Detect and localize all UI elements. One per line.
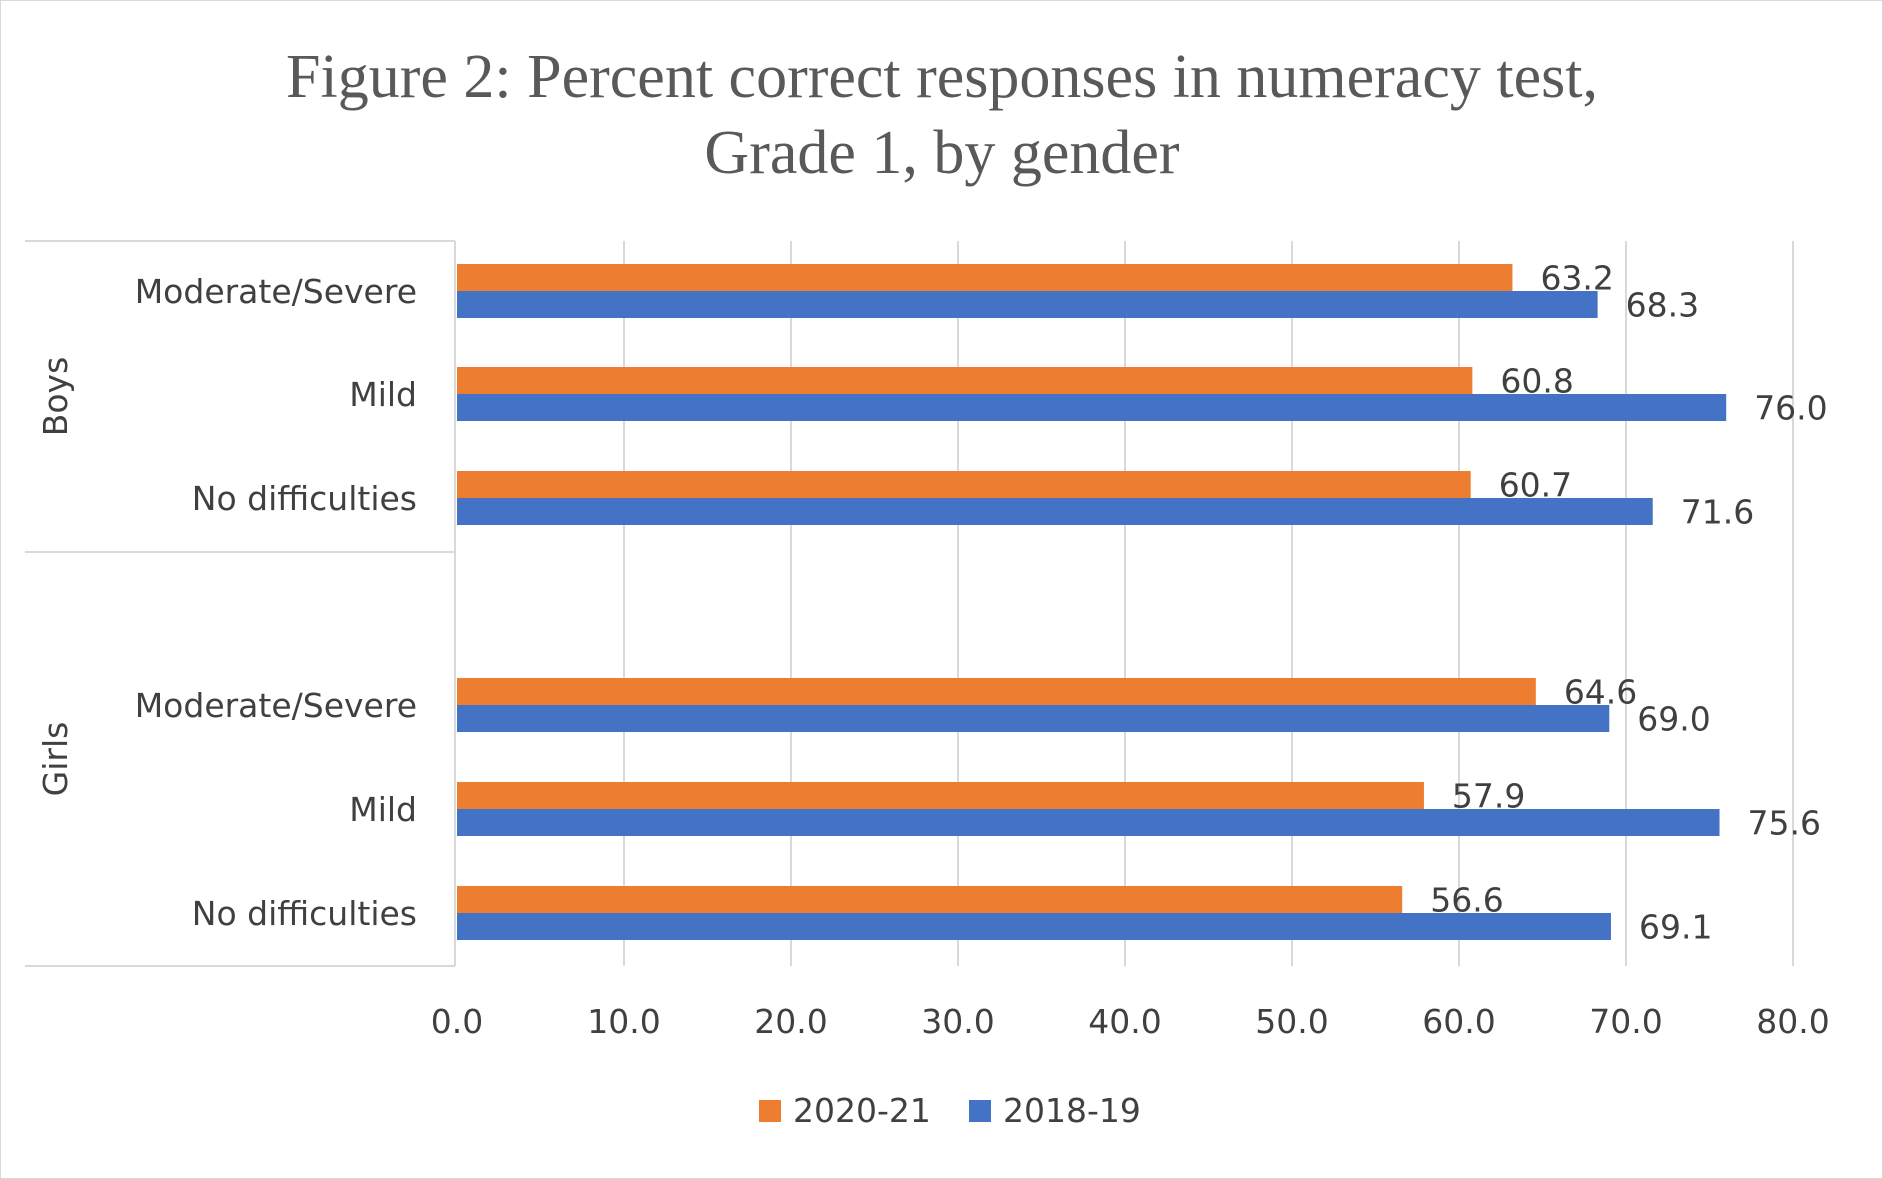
bar-2020-21: [457, 678, 1536, 705]
data-label: 69.0: [1637, 700, 1710, 739]
x-tick-label: 20.0: [754, 1002, 827, 1041]
x-tick-label: 60.0: [1422, 1002, 1495, 1041]
bar-2018-19: [457, 809, 1720, 836]
data-label: 75.6: [1748, 804, 1821, 843]
x-axis-ticks: 0.0 10.0 20.0 30.0 40.0 50.0 60.0 70.0 80.0: [431, 1002, 1830, 1041]
legend-label-2018-19: 2018-19: [1003, 1091, 1141, 1130]
bar-2020-21: [457, 782, 1424, 809]
x-tick-label: 30.0: [921, 1002, 994, 1041]
data-label: 63.2: [1540, 259, 1613, 298]
chart-title: Figure 2: Percent correct responses in n…: [286, 43, 1598, 187]
category-label: No difficulties: [192, 479, 417, 518]
legend-swatch-2020-21: [759, 1100, 781, 1122]
x-tick-label: 0.0: [431, 1002, 483, 1041]
legend: 2020-21 2018-19: [759, 1091, 1141, 1130]
category-axis: Boys Girls Moderate/Severe Mild No difficult…: [25, 240, 456, 967]
data-label: 71.6: [1681, 493, 1754, 532]
group-label-girls: Girls: [36, 722, 75, 797]
legend-label-2020-21: 2020-21: [793, 1091, 931, 1130]
data-label: 76.0: [1754, 389, 1827, 428]
chart-title-line-2: Grade 1, by gender: [704, 119, 1179, 187]
gridlines: [623, 241, 1794, 966]
bar-2018-19: [457, 913, 1611, 940]
x-tick-label: 50.0: [1255, 1002, 1328, 1041]
bar-2020-21: [457, 264, 1513, 291]
bar-2020-21: [457, 471, 1471, 498]
bars: [457, 264, 1727, 940]
x-tick-label: 80.0: [1756, 1002, 1829, 1041]
x-tick-label: 40.0: [1088, 1002, 1161, 1041]
group-label-boys: Boys: [36, 357, 75, 437]
category-label: Moderate/Severe: [135, 686, 417, 725]
bar-2018-19: [457, 394, 1727, 421]
category-label: No difficulties: [192, 894, 417, 933]
data-label: 68.3: [1626, 286, 1699, 325]
data-label: 56.6: [1430, 881, 1503, 920]
data-label: 60.7: [1499, 466, 1572, 505]
data-label: 57.9: [1452, 777, 1525, 816]
bar-2020-21: [457, 886, 1403, 913]
x-tick-label: 10.0: [587, 1002, 660, 1041]
legend-swatch-2018-19: [969, 1100, 991, 1122]
category-label: Mild: [349, 375, 417, 414]
category-label: Mild: [349, 790, 417, 829]
data-label: 69.1: [1639, 908, 1712, 947]
bar-2018-19: [457, 498, 1653, 525]
category-label: Moderate/Severe: [135, 272, 417, 311]
data-labels: 63.2 60.8 60.7 64.6 57.9 56.6 68.3 76.0 71.6 69.0…: [1430, 259, 1827, 947]
data-label: 60.8: [1500, 362, 1573, 401]
bar-2020-21: [457, 367, 1473, 394]
data-label: 64.6: [1564, 673, 1637, 712]
bar-2018-19: [457, 291, 1598, 318]
chart-title-line-1: Figure 2: Percent correct responses in n…: [286, 43, 1598, 111]
bar-2018-19: [457, 705, 1610, 732]
x-tick-label: 70.0: [1589, 1002, 1662, 1041]
